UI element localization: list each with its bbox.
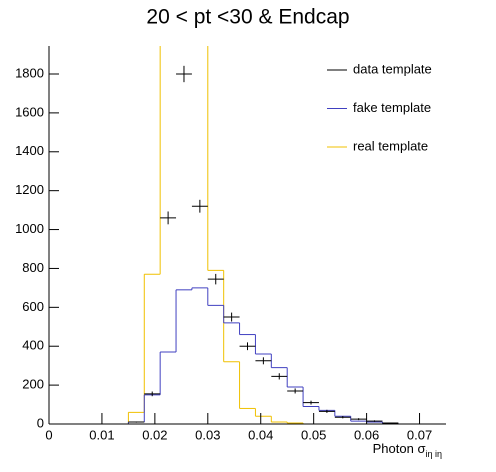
y-tick-label: 1600 — [15, 104, 44, 119]
legend-label: fake template — [353, 100, 431, 115]
x-axis-label: Photon σiη iη — [373, 441, 442, 459]
y-tick-label: 400 — [22, 338, 44, 353]
y-tick-label: 1200 — [15, 182, 44, 197]
x-tick-label: 0.01 — [89, 427, 114, 442]
x-tick-label: 0.02 — [142, 427, 167, 442]
y-tick-label: 200 — [22, 377, 44, 392]
x-axis-label-subscript: iη iη — [425, 449, 442, 459]
legend-label: data template — [353, 61, 432, 76]
x-tick-label: 0.06 — [354, 427, 379, 442]
y-tick-label: 800 — [22, 260, 44, 275]
x-axis-label-main: Photon σ — [373, 441, 426, 456]
y-tick-label: 600 — [22, 299, 44, 314]
y-tick-label: 0 — [37, 415, 44, 430]
x-tick-label: 0 — [45, 427, 52, 442]
x-tick-label: 0.03 — [195, 427, 220, 442]
legend-label: real template — [353, 138, 428, 153]
x-tick-label: 0.07 — [407, 427, 432, 442]
chart-title: 20 < pt <30 & Endcap — [146, 6, 349, 29]
y-tick-label: 1400 — [15, 143, 44, 158]
y-tick-label: 1800 — [15, 65, 44, 80]
y-tick-label: 1000 — [15, 221, 44, 236]
x-tick-label: 0.04 — [248, 427, 273, 442]
x-tick-label: 0.05 — [301, 427, 326, 442]
